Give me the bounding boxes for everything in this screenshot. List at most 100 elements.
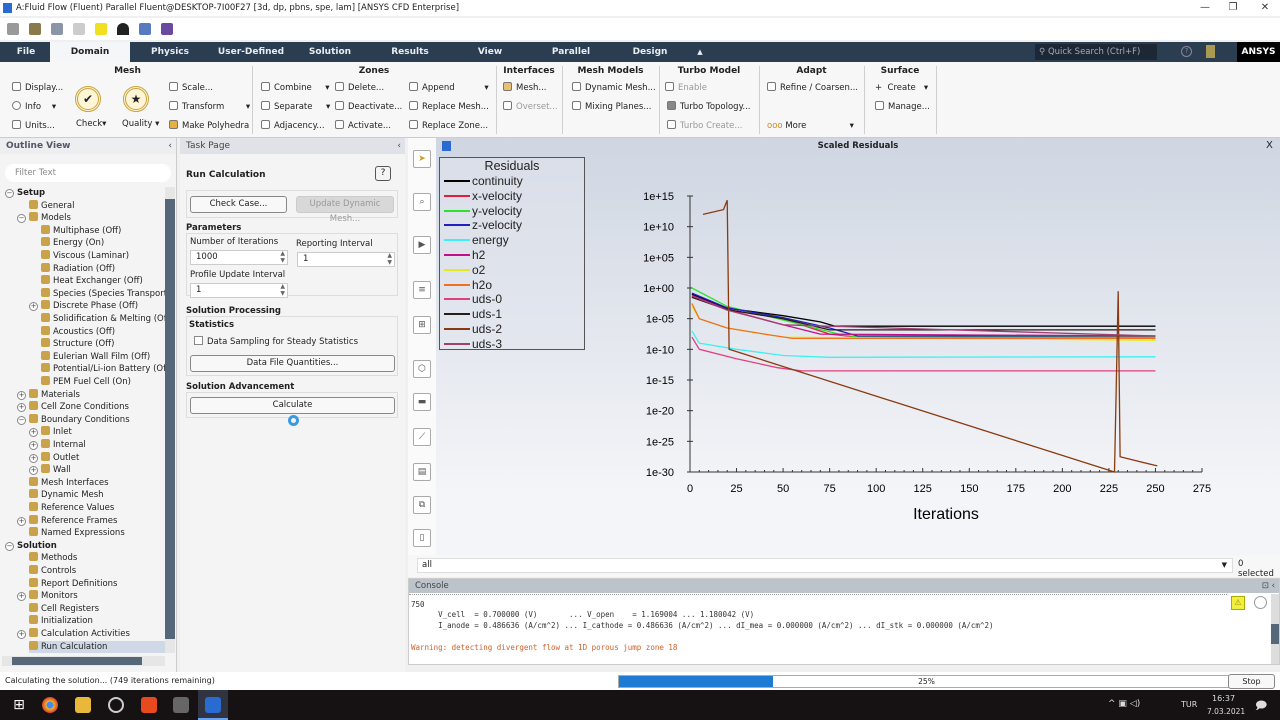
- expand-icon[interactable]: +: [29, 453, 38, 463]
- tree-item[interactable]: Reference Values: [29, 502, 165, 514]
- scale-button[interactable]: Scale...: [169, 81, 213, 95]
- spinner-arrows-icon[interactable]: ▲ ▼: [280, 250, 285, 264]
- data-sampling-checkbox[interactable]: Data Sampling for Steady Statistics: [194, 336, 358, 347]
- tab-design[interactable]: Design: [632, 47, 668, 57]
- tree-item[interactable]: + Monitors: [17, 590, 165, 602]
- workbench-icon[interactable]: [173, 697, 189, 713]
- expand-icon[interactable]: +: [29, 466, 38, 476]
- expand-icon[interactable]: +: [29, 428, 38, 438]
- spinner-arrows-icon[interactable]: ▲ ▼: [280, 283, 285, 297]
- app-icon[interactable]: [108, 697, 124, 713]
- tree-item[interactable]: + Calculation Activities: [17, 628, 165, 640]
- expand-icon[interactable]: +: [17, 390, 26, 400]
- write-case-icon[interactable]: [51, 23, 63, 35]
- separate-button[interactable]: Separate ▾: [261, 100, 330, 114]
- stop-button[interactable]: Stop: [1228, 674, 1275, 689]
- clock-time[interactable]: 16:37: [1212, 694, 1236, 703]
- scrollbar-thumb[interactable]: [12, 657, 142, 665]
- help-button[interactable]: ?: [375, 166, 391, 181]
- tree-item[interactable]: + Discrete Phase (Off): [29, 300, 165, 312]
- tree-item[interactable]: Species (Species Transport): [41, 287, 165, 300]
- tab-results[interactable]: Results: [391, 47, 429, 57]
- console-options-icon[interactable]: ⊡ ‹: [1261, 581, 1275, 591]
- plot-icon[interactable]: ⟋: [413, 428, 431, 446]
- tree-item[interactable]: − Solution: [5, 540, 165, 552]
- outline-horizontal-scrollbar[interactable]: [2, 656, 165, 666]
- info-button[interactable]: Info ▾: [12, 100, 56, 114]
- tab-user-defined[interactable]: User-Defined: [217, 47, 285, 57]
- expand-icon[interactable]: +: [17, 592, 26, 602]
- tree-item[interactable]: Named Expressions: [29, 527, 165, 539]
- quality-button[interactable]: Quality ▾: [122, 119, 160, 129]
- collapse-icon[interactable]: −: [17, 214, 26, 224]
- tree-item[interactable]: + Reference Frames: [17, 514, 165, 527]
- tree-item[interactable]: Methods: [29, 552, 165, 564]
- fluent-taskbar-button[interactable]: [198, 690, 228, 720]
- tab-domain[interactable]: Domain: [50, 42, 130, 62]
- refresh-icon[interactable]: [73, 23, 85, 35]
- light-icon[interactable]: ▬: [413, 393, 431, 411]
- maximize-button[interactable]: ❐: [1228, 2, 1238, 13]
- tray-icons[interactable]: ^ ▣ ◁): [1108, 699, 1141, 709]
- quality-icon[interactable]: ★: [123, 86, 149, 112]
- probe-icon[interactable]: ▶: [413, 236, 431, 254]
- warning-icon[interactable]: ⚠: [1231, 596, 1245, 610]
- outline-vertical-scrollbar[interactable]: [165, 187, 175, 653]
- spinner-arrows-icon[interactable]: ▲ ▼: [387, 252, 392, 266]
- tree-item[interactable]: Radiation (Off): [41, 262, 165, 275]
- combine-button[interactable]: Combine ▾: [261, 81, 330, 95]
- ansys-icon[interactable]: [117, 23, 129, 35]
- file-explorer-icon[interactable]: [75, 697, 91, 713]
- windows-start-icon[interactable]: ⊞: [13, 697, 25, 713]
- more-button[interactable]: ooo More ▾: [767, 121, 854, 131]
- replace-mesh-button[interactable]: Replace Mesh...: [409, 100, 489, 114]
- copy-screen-icon[interactable]: ⧉: [413, 496, 431, 514]
- read-case-icon[interactable]: [7, 23, 19, 35]
- tree-item[interactable]: Structure (Off): [41, 338, 165, 350]
- help-icon[interactable]: ?: [1181, 46, 1192, 57]
- collapse-icon[interactable]: −: [5, 189, 14, 198]
- tab-solution[interactable]: Solution: [308, 47, 352, 57]
- tree-item[interactable]: Energy (On): [41, 237, 165, 249]
- surface-filter-dropdown[interactable]: all ▼: [417, 558, 1233, 573]
- zoom-icon[interactable]: ⌕: [413, 193, 431, 211]
- tree-item[interactable]: + Cell Zone Conditions: [17, 401, 165, 413]
- scrollbar-thumb[interactable]: [1271, 624, 1279, 644]
- tab-physics[interactable]: Physics: [150, 47, 189, 57]
- tree-item[interactable]: − Models: [17, 212, 165, 224]
- tab-file[interactable]: File: [16, 47, 36, 57]
- tree-item[interactable]: Acoustics (Off): [41, 325, 165, 338]
- tree-item[interactable]: Initialization: [29, 615, 165, 627]
- transform-button[interactable]: Transform ▾: [169, 100, 250, 114]
- close-graphics-button[interactable]: X: [1266, 140, 1273, 151]
- language-indicator[interactable]: TUR: [1181, 700, 1198, 709]
- reporting-interval-input[interactable]: 1 ▲ ▼: [297, 252, 395, 267]
- interfaces-mesh-button[interactable]: Mesh...: [503, 81, 547, 95]
- num-iterations-input[interactable]: 1000 ▲ ▼: [190, 250, 288, 265]
- close-button[interactable]: ✕: [1260, 2, 1270, 13]
- tab-view[interactable]: View: [477, 47, 503, 57]
- collapse-icon[interactable]: −: [17, 415, 26, 425]
- expand-icon[interactable]: +: [29, 441, 38, 450]
- tree-item[interactable]: + Wall: [29, 464, 165, 476]
- profile-update-input[interactable]: 1 ▲ ▼: [190, 283, 288, 298]
- surface-manage-button[interactable]: Manage...: [875, 100, 930, 114]
- make-polyhedra-button[interactable]: Make Polyhedra: [169, 119, 249, 133]
- update-dynamic-mesh-button[interactable]: Update Dynamic Mesh...: [296, 196, 394, 224]
- tree-item[interactable]: − Boundary Conditions: [17, 413, 165, 426]
- tree-item[interactable]: Solidification & Melting (Off): [41, 313, 165, 325]
- collapse-ribbon-icon[interactable]: ▲: [697, 48, 703, 56]
- tree-item[interactable]: + Outlet: [29, 451, 165, 464]
- scrollbar-thumb[interactable]: [165, 199, 175, 639]
- expand-icon[interactable]: +: [17, 630, 26, 639]
- lightning-icon[interactable]: [95, 23, 107, 35]
- turbo-create-button[interactable]: Turbo Create...: [667, 119, 742, 133]
- tree-item[interactable]: Mesh Interfaces: [29, 476, 165, 489]
- minimize-button[interactable]: —: [1200, 2, 1210, 13]
- expand-icon[interactable]: +: [17, 516, 26, 526]
- dynamic-mesh-button[interactable]: Dynamic Mesh...: [572, 81, 656, 95]
- notification-icon[interactable]: 🗩: [1255, 699, 1268, 712]
- activate-button[interactable]: Activate...: [335, 119, 391, 133]
- surface-create-button[interactable]: + Create ▾: [875, 83, 929, 93]
- turbo-topology-button[interactable]: Turbo Topology...: [667, 100, 751, 114]
